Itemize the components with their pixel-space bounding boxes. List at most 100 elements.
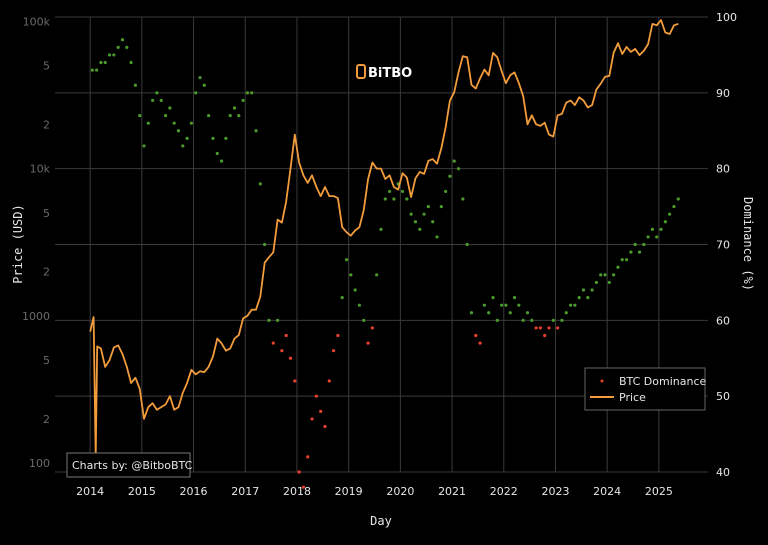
dominance-point xyxy=(202,83,206,87)
x-tick-label: 2014 xyxy=(76,485,104,498)
dominance-point xyxy=(211,136,215,140)
dominance-point xyxy=(155,91,159,95)
dominance-point xyxy=(543,333,547,338)
dominance-point xyxy=(310,417,314,421)
dominance-point xyxy=(629,250,633,254)
dominance-point xyxy=(482,303,486,307)
dominance-point xyxy=(508,311,512,315)
x-axis-ticks: 2014 2015 2016 2017 2018 2019 2020 2021 2022 2023… xyxy=(76,485,673,498)
dominance-point xyxy=(362,318,366,322)
dominance-point xyxy=(271,341,275,345)
dominance-point xyxy=(469,311,474,315)
dominance-point xyxy=(370,326,374,330)
left-tick-label: 5 xyxy=(43,207,50,220)
dominance-point xyxy=(331,349,336,353)
dominance-point xyxy=(263,242,267,247)
right-tick-label: 40 xyxy=(716,466,730,479)
x-tick-label: 2022 xyxy=(490,485,518,498)
left-tick-label: 5 xyxy=(43,354,50,367)
dominance-point xyxy=(340,295,344,300)
dominance-point xyxy=(344,258,349,262)
dominance-point xyxy=(655,235,659,239)
dominance-point xyxy=(517,303,521,307)
dominance-point xyxy=(456,167,461,171)
x-axis-label: Day xyxy=(370,514,392,528)
dominance-point xyxy=(168,106,172,110)
legend-price-label[interactable]: Price xyxy=(619,391,646,404)
dominance-point xyxy=(90,68,94,72)
dominance-point xyxy=(607,280,611,285)
dominance-point xyxy=(444,189,448,194)
dominance-point xyxy=(452,159,456,163)
dominance-point xyxy=(538,326,542,330)
dominance-point xyxy=(120,38,125,42)
dominance-point xyxy=(668,212,672,216)
dominance-point xyxy=(133,83,137,87)
dominance-point xyxy=(581,288,586,292)
dominance-point xyxy=(241,98,245,103)
right-axis-ticks: 40 50 60 70 80 90 100 xyxy=(716,11,737,479)
dominance-point xyxy=(293,379,297,383)
dominance-point xyxy=(138,113,142,118)
dominance-point xyxy=(586,295,590,300)
dominance-point xyxy=(95,68,99,72)
dominance-point xyxy=(612,273,616,277)
dominance-point xyxy=(185,136,189,140)
dominance-point xyxy=(198,76,202,80)
dominance-point xyxy=(525,311,530,315)
dominance-point xyxy=(280,349,284,353)
dominance-point xyxy=(288,356,293,360)
dominance-point xyxy=(495,318,499,322)
dominance-point xyxy=(564,311,568,315)
dominance-point xyxy=(228,113,232,118)
x-tick-label: 2017 xyxy=(231,485,259,498)
dominance-point xyxy=(125,45,129,49)
bitbo-logo: BiTBO xyxy=(356,64,412,81)
legend: BTC Dominance Price xyxy=(584,367,707,411)
dominance-point xyxy=(215,151,219,156)
dominance-point xyxy=(624,258,629,262)
dominance-point xyxy=(146,121,150,125)
dominance-point xyxy=(500,303,504,307)
watermark: Charts by: @BitboBTC xyxy=(66,452,193,478)
x-tick-label: 2019 xyxy=(335,485,363,498)
dominance-point xyxy=(642,242,646,247)
x-tick-label: 2015 xyxy=(128,485,156,498)
dominance-point xyxy=(620,258,624,262)
left-axis-ticks: 100 2 5 1000 2 5 10k 2 5 100k xyxy=(22,15,51,470)
dominance-point xyxy=(676,197,680,201)
dominance-point xyxy=(112,53,116,57)
dominance-point xyxy=(172,121,176,125)
dominance-point xyxy=(504,303,508,307)
dominance-point xyxy=(349,273,353,277)
dominance-point xyxy=(181,144,185,148)
dominance-point xyxy=(435,235,439,239)
dominance-point xyxy=(465,242,469,247)
right-tick-label: 100 xyxy=(716,11,737,24)
dominance-point xyxy=(491,295,495,300)
bitbo-logo-icon xyxy=(356,64,366,79)
dominance-point xyxy=(353,288,357,292)
dominance-point xyxy=(405,197,409,201)
dominance-point xyxy=(254,129,258,133)
dominance-point xyxy=(551,318,555,322)
legend-dominance-marker xyxy=(600,379,604,383)
left-tick-label: 100 xyxy=(29,457,50,470)
dominance-point xyxy=(400,189,405,194)
dominance-point xyxy=(301,485,306,489)
dominance-point xyxy=(461,197,465,201)
dominance-point xyxy=(250,91,254,95)
dominance-point xyxy=(512,295,517,300)
dominance-point xyxy=(659,227,663,231)
dominance-point xyxy=(194,91,198,95)
dominance-point xyxy=(439,204,443,209)
right-axis-label: Dominance (%) xyxy=(741,197,755,291)
x-tick-label: 2020 xyxy=(386,485,414,498)
dominance-point xyxy=(319,409,323,413)
dominance-point xyxy=(357,303,362,307)
dominance-point xyxy=(590,288,594,292)
dominance-point xyxy=(383,197,387,201)
legend-dominance-label[interactable]: BTC Dominance xyxy=(619,375,707,388)
dominance-point xyxy=(176,129,181,133)
dominance-point xyxy=(530,318,534,322)
